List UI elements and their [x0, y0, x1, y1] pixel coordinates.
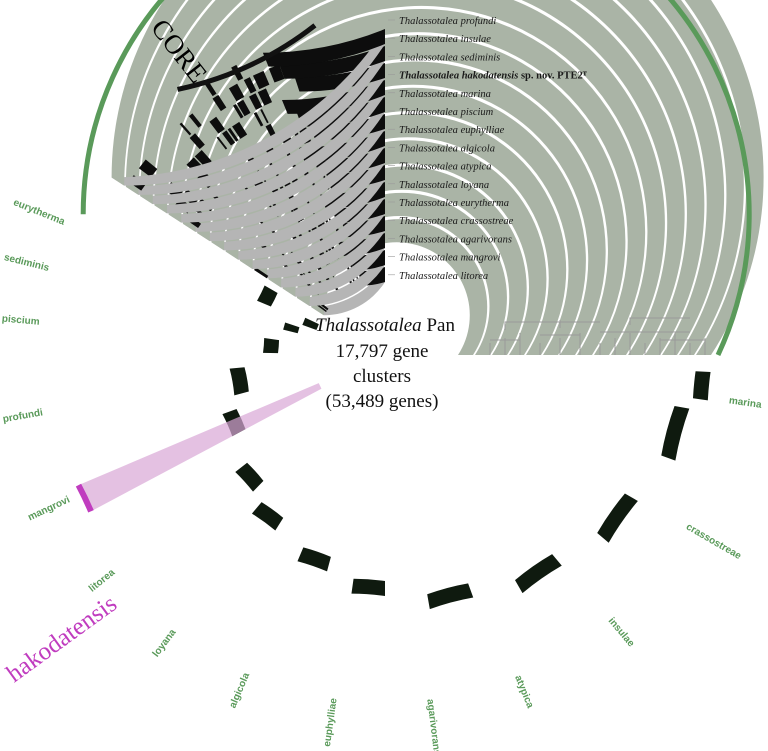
singleton-presence: [427, 583, 474, 610]
accessory-presence: [260, 109, 269, 124]
legend-entry: Thalassotalea loyana: [399, 180, 489, 191]
accessory-presence: [268, 64, 285, 83]
accessory-presence: [243, 77, 257, 94]
accessory-presence: [236, 99, 251, 117]
accessory-presence: [233, 103, 244, 119]
singleton-presence: [283, 322, 300, 334]
singleton-presence: [692, 371, 711, 401]
legend-entry: Thalassotalea sediminis: [399, 52, 500, 63]
ring-accessory-background: [254, 199, 385, 279]
accessory-presence: [248, 93, 263, 110]
center-cluster-count: 17,797 gene: [336, 341, 429, 362]
ring-accessory-background: [140, 63, 385, 205]
singleton-presence: [351, 578, 385, 596]
ring-singleton-background: [282, 166, 527, 355]
legend-entry: Thalassotalea algicola: [399, 143, 495, 154]
legend-entry: Thalassotalea agarivorans: [399, 234, 512, 245]
ring-singleton-background: [140, 0, 725, 355]
accessory-presence: [209, 116, 225, 134]
singleton-presence: [235, 462, 264, 492]
singleton-presence: [661, 406, 690, 461]
legend-entry: Thalassotalea eurytherma: [399, 198, 509, 209]
hakodatensis-label: hakodatensis: [2, 590, 122, 688]
singleton-label: loyana: [151, 627, 179, 659]
center-gene-count: (53,489 genes): [326, 391, 439, 412]
ring-singleton-background: [296, 192, 507, 355]
legend: Thalassotalea profundi Thalassotalea insu…: [388, 16, 588, 282]
singleton-label: euphylliae: [322, 697, 340, 747]
ring-accessory-background: [197, 131, 385, 242]
legend-entry: Thalassotalea euphylliae: [399, 125, 505, 136]
core-arc: [177, 23, 317, 92]
accessory-presence: [188, 113, 202, 128]
singleton-presence: [229, 367, 249, 396]
accessory-presence: [222, 130, 236, 146]
singleton-label: crassostreae: [684, 522, 743, 563]
accessory-presence: [189, 133, 205, 150]
accessory-presence: [138, 159, 158, 178]
singleton-label: agarivorans: [424, 698, 442, 751]
ring-singleton-background: [125, 0, 744, 355]
hakodatensis-band: [78, 383, 322, 512]
core-presence: [262, 29, 385, 67]
annotation-arcs: [75, 0, 752, 513]
ring-accessory-background: [225, 165, 385, 260]
accessory-presence: [212, 94, 227, 112]
ring-accessory-background: [111, 29, 386, 186]
ring-accessory-background: [182, 114, 385, 232]
ring-accessory-background: [168, 97, 385, 223]
legend-entry: Thalassotalea mangrovi: [399, 253, 501, 264]
core-presence: [279, 46, 385, 79]
center-title: Thalassotalea Pan: [315, 315, 455, 336]
legend-entry: Thalassotalea crassostreae: [399, 216, 514, 227]
legend-entry: Thalassotalea hakodatensis sp. nov. PTE2…: [399, 71, 588, 82]
dendrogram: [489, 317, 706, 355]
hakodatensis-highlight-band: [78, 383, 322, 512]
legend-entry: Thalassotalea insulae: [399, 34, 491, 45]
singleton-presence: [263, 338, 280, 354]
accessory-presence: [232, 121, 248, 139]
accessory-presence: [204, 80, 217, 97]
accessory-presence: [228, 83, 245, 102]
singleton-label: atypica: [512, 674, 535, 710]
center-summary: Thalassotalea Pan 17,797 gene clusters (…: [315, 315, 455, 412]
singleton-label: eurytherma: [12, 197, 67, 228]
singleton-label: mangrovi: [26, 494, 72, 523]
ring-accessory-background: [154, 80, 385, 214]
singleton-label: profundi: [2, 407, 44, 425]
legend-entry: Thalassotalea marina: [399, 89, 491, 100]
accessory-presence: [227, 127, 239, 142]
legend-entry: Thalassotalea litorea: [399, 271, 488, 282]
center-clusters-label: clusters: [353, 366, 411, 387]
ring-accessory-background: [239, 182, 385, 269]
singleton-presence: [297, 547, 331, 572]
accessory-presence: [253, 111, 264, 127]
singleton-presence: [515, 554, 562, 594]
accessory-presence: [252, 70, 270, 90]
singleton-label: litorea: [87, 567, 118, 595]
legend-entry: Thalassotalea profundi: [399, 16, 496, 27]
singleton-presence: [597, 493, 638, 543]
ring-accessory-background: [125, 46, 385, 195]
accessory-presence: [216, 136, 228, 150]
legend-entry: Thalassotalea piscium: [399, 107, 494, 118]
accessory-presence: [257, 88, 273, 106]
accessory-presence: [194, 150, 212, 168]
legend-entry: Thalassotalea atypica: [399, 162, 491, 173]
singleton-label: marina: [728, 395, 762, 411]
singleton-presence: [302, 317, 319, 331]
accessory-presence: [179, 122, 192, 136]
singleton-label: sediminis: [3, 252, 51, 274]
singleton-presence: [257, 285, 278, 307]
hakodatensis-arc: [75, 483, 94, 513]
singleton-arc: [80, 0, 752, 357]
ring-accessory-background: [211, 148, 385, 251]
singleton-presence: [251, 502, 284, 531]
singleton-label: insulae: [606, 616, 637, 650]
accessory-presence: [254, 267, 269, 279]
singleton-label: piscium: [1, 313, 40, 327]
singleton-label: algicola: [227, 671, 252, 710]
